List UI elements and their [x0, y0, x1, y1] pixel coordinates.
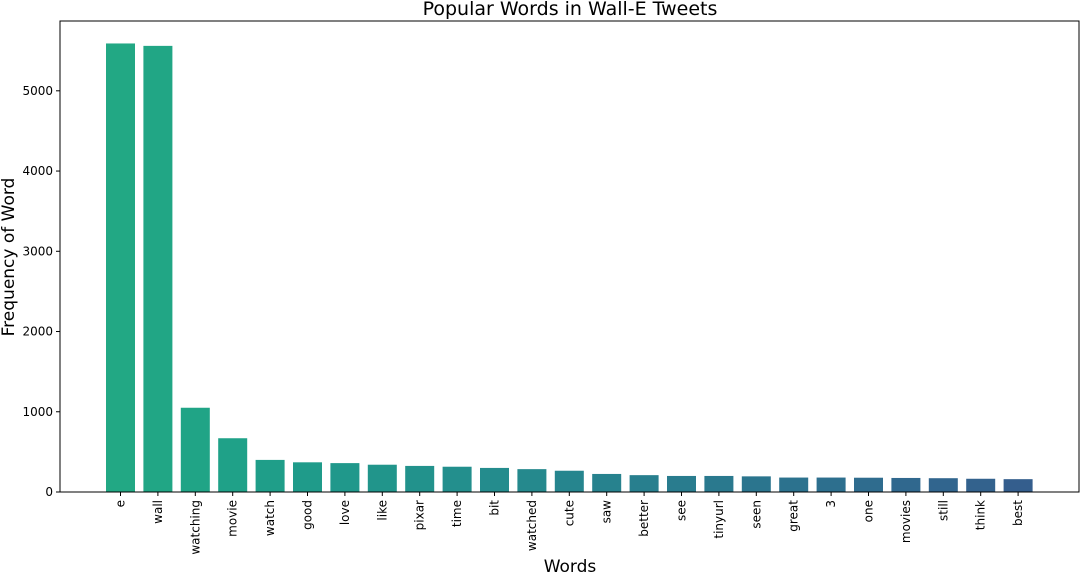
x-axis-label: Words	[544, 557, 597, 576]
bar-love	[330, 463, 360, 492]
bar-bit	[480, 467, 509, 492]
x-tick-label: one	[862, 500, 876, 522]
x-tick-label: watched	[525, 500, 539, 551]
bar-time	[442, 466, 472, 492]
bar-like	[367, 464, 397, 492]
plot-frame	[59, 20, 1080, 493]
bar-see	[667, 475, 696, 492]
y-tick-label: 4000	[22, 164, 53, 178]
x-tick-label: see	[675, 500, 689, 521]
x-tick-label: like	[375, 500, 389, 521]
bar-watching	[180, 407, 210, 492]
x-tick-label: pixar	[413, 500, 427, 530]
x-tick-label: great	[787, 500, 801, 532]
x-tick-label: think	[974, 500, 988, 530]
chart-title: Popular Words in Wall-E Tweets	[423, 0, 718, 20]
x-tick-label: better	[637, 500, 651, 537]
bar-movies	[891, 477, 921, 492]
bar-wall	[143, 45, 173, 493]
x-tick-label: movie	[226, 500, 240, 537]
y-axis-label: Frequency of Word	[0, 178, 19, 337]
y-tick-label: 2000	[22, 325, 53, 339]
bar-good	[293, 462, 322, 492]
y-tick-label: 5000	[22, 84, 53, 98]
bar-cute	[554, 470, 584, 492]
bar-great	[779, 477, 809, 492]
x-tick-label: tinyurl	[712, 500, 726, 539]
x-tick-label: best	[1011, 500, 1025, 526]
x-tick-label: still	[936, 500, 950, 521]
bar-3	[816, 477, 846, 492]
x-tick-label: e	[114, 500, 128, 507]
x-tick-label: love	[338, 500, 352, 525]
bar-watched	[517, 469, 547, 492]
x-tick-label: good	[301, 500, 315, 530]
x-tick-label: saw	[600, 500, 614, 524]
x-tick-label: wall	[151, 500, 165, 524]
bar-pixar	[405, 465, 435, 492]
bar-e	[106, 43, 135, 492]
bar-think	[966, 478, 996, 492]
y-axis-ticks: 0 1000 2000 3000 4000 5000	[22, 84, 60, 499]
y-tick-label: 0	[45, 485, 53, 499]
x-tick-label: 3	[824, 500, 838, 508]
bar-movie	[218, 438, 248, 492]
x-tick-label: seen	[749, 500, 763, 529]
bar-watch	[255, 459, 285, 492]
x-tick-label: bit	[488, 500, 502, 516]
bar-one	[854, 477, 883, 492]
x-tick-label: watching	[188, 500, 202, 555]
bar-seen	[741, 476, 771, 492]
x-tick-label: cute	[562, 500, 576, 526]
x-tick-label: watch	[263, 500, 277, 536]
bar-still	[928, 478, 958, 492]
x-tick-label: time	[450, 500, 464, 527]
bar-best	[1003, 479, 1033, 492]
x-axis-ticks: e wall watching movie watch good love like pixar…	[114, 492, 1025, 555]
bars-group	[106, 43, 1033, 493]
bar-tinyurl	[704, 475, 734, 492]
x-tick-label: movies	[899, 500, 913, 543]
y-tick-label: 1000	[22, 405, 53, 419]
y-tick-label: 3000	[22, 244, 53, 258]
bar-better	[629, 475, 659, 492]
bar-saw	[592, 473, 622, 492]
